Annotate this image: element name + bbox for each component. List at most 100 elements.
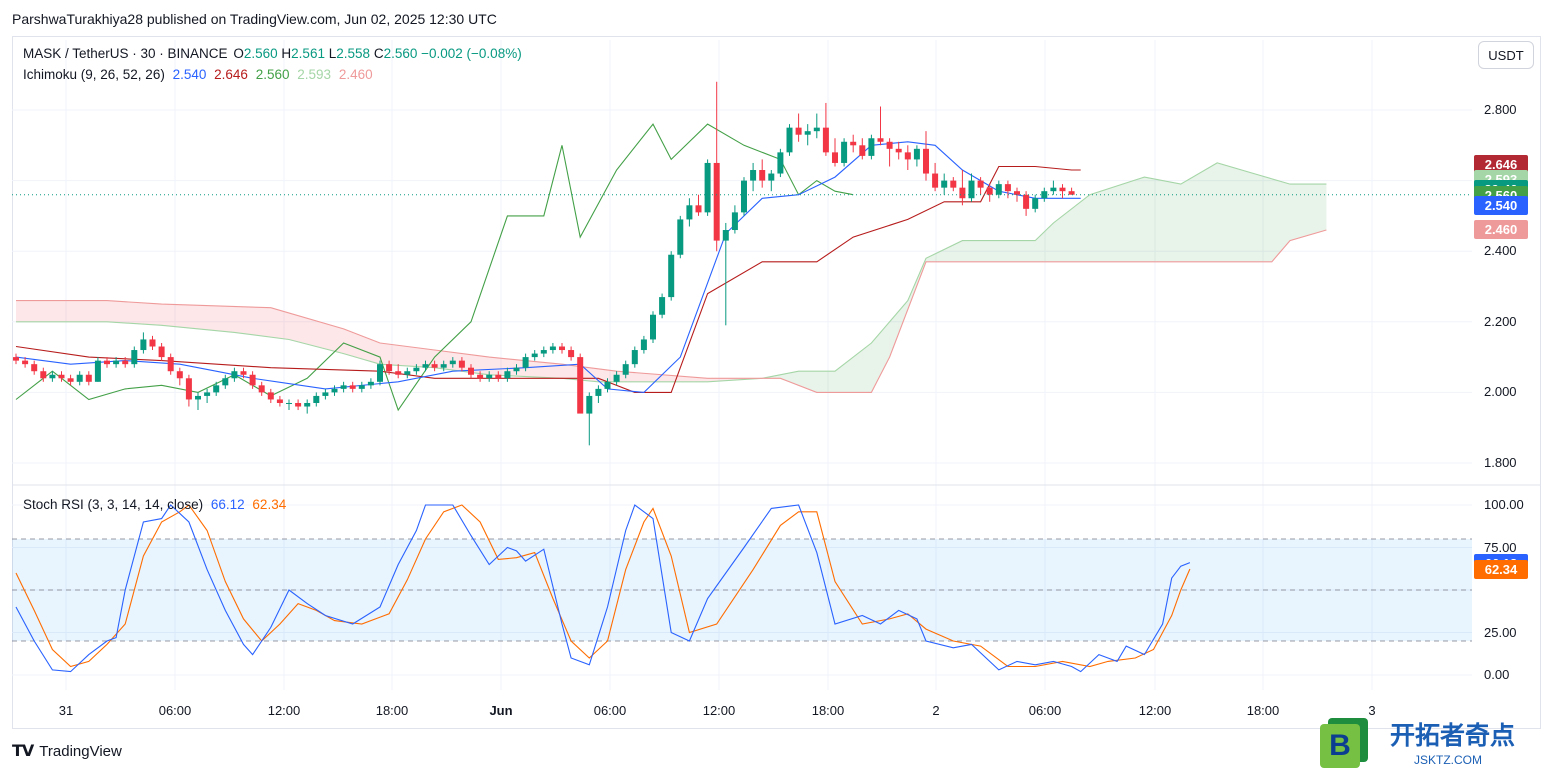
candle-body [677,219,684,255]
candle-body [841,141,848,163]
candle-body [67,378,74,382]
cloud-segment [825,371,835,393]
cloud-segment [680,376,690,382]
price-tag: 2.540 [1474,195,1528,215]
open-label: O [233,46,244,61]
candle-body [13,357,19,361]
cloud-segment [534,361,544,378]
stoch-tag: 62.34 [1474,560,1528,580]
base-line [15,165,1081,393]
cloud-segment [1226,165,1236,262]
candle-body [859,145,866,156]
stoch-tick-label: 25.00 [1484,624,1517,640]
cloud-segment [16,300,26,322]
stoch-k-line [15,504,1191,673]
time-axis-label: 12:00 [267,703,301,718]
symbol-label[interactable]: MASK / TetherUS · 30 · BINANCE [23,46,228,61]
candle-body [322,392,329,396]
candle-body [468,367,474,375]
cloud-segment [370,339,380,365]
candle-body [149,339,156,347]
cloud-segment [1199,168,1209,262]
candle-body [822,127,829,153]
cloud-segment [416,347,426,368]
candle-body [204,392,211,396]
stoch-name[interactable]: Stoch RSI (3, 3, 14, 14, close) [23,497,204,512]
watermark-sub: JSKTZ.COM [1414,753,1482,767]
cloud-segment [289,312,299,342]
cloud-segment [61,300,71,322]
price-tag: 2.460 [1474,220,1528,240]
cloud-segment [907,279,917,310]
svg-text:B: B [1329,729,1351,762]
cloud-segment [407,346,417,367]
cloud-segment [134,302,144,325]
cloud-segment [926,253,936,262]
cloud-segment [1280,181,1290,252]
cloud-segment [1244,170,1254,262]
candle-body [786,127,793,153]
cloud-segment [480,355,490,375]
candle-body [932,173,939,188]
cloud-segment [243,306,253,335]
ichimoku-legend: Ichimoku (9, 26, 52, 26) 2.540 2.646 2.5… [23,67,373,82]
cloud-segment [562,364,572,380]
candle-body [331,388,338,393]
candle-body [804,131,811,135]
candle-body [431,364,438,368]
cloud-segment [1053,215,1063,262]
candle-body [49,374,56,379]
candle-body [422,364,429,368]
cloud-segment [1026,240,1036,262]
cloud-segment [252,307,262,336]
currency-button[interactable]: USDT [1478,41,1534,69]
cloud-segment [552,363,562,379]
cloud-segment [70,300,80,322]
price-tick-label: 2.400 [1484,243,1517,259]
cloud-segment [634,372,644,382]
ichimoku-span-b-value: 2.460 [338,67,373,82]
candle-body [813,127,820,132]
candle-body [176,371,183,379]
tradingview-logo[interactable]: 𝗧𝗩 TradingView [12,741,122,761]
cloud-segment [234,306,244,334]
candle-body [440,364,447,368]
cloud-segment [188,305,198,329]
cloud-segment [816,371,826,393]
stoch-tick-label: 0.00 [1484,667,1510,682]
cloud-segment [844,357,854,393]
cloud-segment [261,307,271,338]
cloud-segment [334,326,344,354]
candle-body [977,180,984,188]
cloud-segment [1080,194,1090,262]
candle-body [231,371,238,379]
cloud-segment [170,304,180,328]
chart-frame [12,36,1541,729]
stoch-tick-label: 75.00 [1484,539,1517,555]
candle-body [340,385,347,389]
cloud-segment [1007,240,1017,262]
candle-body [258,385,265,393]
cloud-segment [543,362,553,378]
candle-body [1023,194,1030,209]
candle-body [158,346,165,358]
cloud-segment [270,307,280,339]
candle-body [750,170,757,181]
cloud-segment [1317,184,1327,233]
candle-body [477,374,484,379]
candle-body [276,399,283,403]
candle-body [1068,191,1075,195]
cloud-segment [1180,178,1190,262]
cloud-segment [107,300,117,323]
cloud-segment [352,332,362,359]
candle-body [559,346,565,351]
candle-body [358,385,365,389]
stoch-k-value: 66.12 [210,497,245,512]
cloud-segment [807,371,817,393]
candle-body [959,187,966,199]
ichimoku-name[interactable]: Ichimoku (9, 26, 52, 26) [23,67,165,82]
close-value: 2.560 [383,46,418,61]
cloud-segment [662,374,672,382]
candle-body [577,357,584,414]
